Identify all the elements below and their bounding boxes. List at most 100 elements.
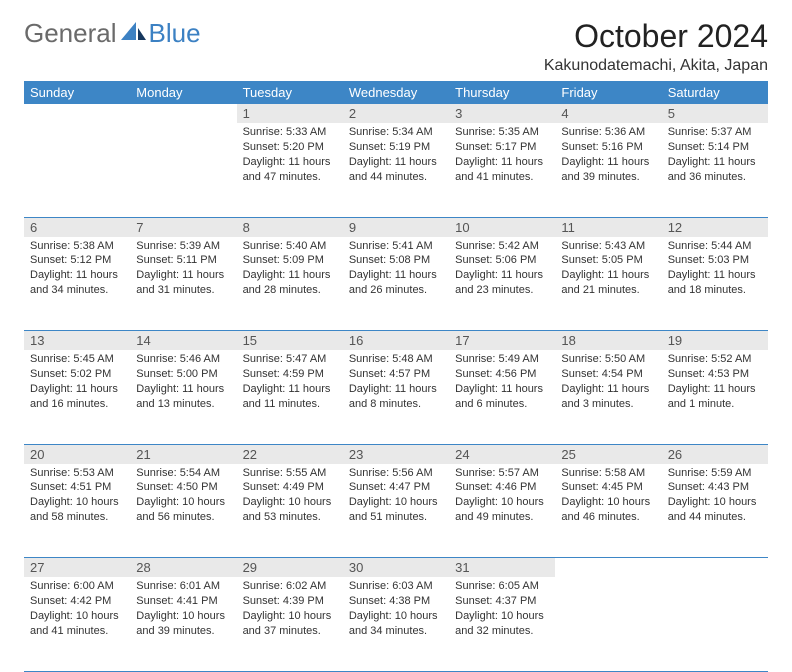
header: General Blue October 2024 Kakunodatemach… bbox=[24, 18, 768, 75]
day-body-cell: Sunrise: 5:36 AMSunset: 5:16 PMDaylight:… bbox=[555, 123, 661, 217]
day-details: Sunrise: 6:00 AMSunset: 4:42 PMDaylight:… bbox=[24, 577, 130, 642]
day-number-cell: 22 bbox=[237, 444, 343, 464]
day-number-cell: 2 bbox=[343, 104, 449, 123]
day-number-cell: 8 bbox=[237, 217, 343, 237]
day-body-cell: Sunrise: 5:41 AMSunset: 5:08 PMDaylight:… bbox=[343, 237, 449, 331]
day-body-cell: Sunrise: 5:43 AMSunset: 5:05 PMDaylight:… bbox=[555, 237, 661, 331]
day-number-cell: 30 bbox=[343, 558, 449, 578]
day-details: Sunrise: 5:48 AMSunset: 4:57 PMDaylight:… bbox=[343, 350, 449, 415]
day-details: Sunrise: 6:02 AMSunset: 4:39 PMDaylight:… bbox=[237, 577, 343, 642]
day-body-cell: Sunrise: 5:54 AMSunset: 4:50 PMDaylight:… bbox=[130, 464, 236, 558]
location: Kakunodatemachi, Akita, Japan bbox=[544, 57, 768, 75]
day-body-cell: Sunrise: 5:55 AMSunset: 4:49 PMDaylight:… bbox=[237, 464, 343, 558]
day-number-cell: 31 bbox=[449, 558, 555, 578]
day-details: Sunrise: 5:49 AMSunset: 4:56 PMDaylight:… bbox=[449, 350, 555, 415]
day-body-cell: Sunrise: 5:45 AMSunset: 5:02 PMDaylight:… bbox=[24, 350, 130, 444]
day-body-cell: Sunrise: 5:59 AMSunset: 4:43 PMDaylight:… bbox=[662, 464, 768, 558]
day-body-cell: Sunrise: 5:46 AMSunset: 5:00 PMDaylight:… bbox=[130, 350, 236, 444]
daynum-row: 13141516171819 bbox=[24, 331, 768, 351]
day-number-cell: 29 bbox=[237, 558, 343, 578]
weekday-header: Sunday bbox=[24, 81, 130, 104]
day-details: Sunrise: 5:58 AMSunset: 4:45 PMDaylight:… bbox=[555, 464, 661, 529]
day-body-cell: Sunrise: 5:56 AMSunset: 4:47 PMDaylight:… bbox=[343, 464, 449, 558]
day-details: Sunrise: 5:34 AMSunset: 5:19 PMDaylight:… bbox=[343, 123, 449, 188]
logo-text-blue: Blue bbox=[149, 18, 201, 49]
day-number-cell: 18 bbox=[555, 331, 661, 351]
month-title: October 2024 bbox=[544, 18, 768, 55]
day-body-cell: Sunrise: 5:50 AMSunset: 4:54 PMDaylight:… bbox=[555, 350, 661, 444]
day-details: Sunrise: 5:42 AMSunset: 5:06 PMDaylight:… bbox=[449, 237, 555, 302]
day-details: Sunrise: 6:01 AMSunset: 4:41 PMDaylight:… bbox=[130, 577, 236, 642]
day-number-cell: 1 bbox=[237, 104, 343, 123]
day-number-cell: 25 bbox=[555, 444, 661, 464]
day-body-cell: Sunrise: 5:48 AMSunset: 4:57 PMDaylight:… bbox=[343, 350, 449, 444]
day-body-cell: Sunrise: 5:33 AMSunset: 5:20 PMDaylight:… bbox=[237, 123, 343, 217]
day-details: Sunrise: 5:56 AMSunset: 4:47 PMDaylight:… bbox=[343, 464, 449, 529]
day-details: Sunrise: 5:39 AMSunset: 5:11 PMDaylight:… bbox=[130, 237, 236, 302]
day-body-cell: Sunrise: 6:03 AMSunset: 4:38 PMDaylight:… bbox=[343, 577, 449, 671]
day-body-cell: Sunrise: 5:47 AMSunset: 4:59 PMDaylight:… bbox=[237, 350, 343, 444]
day-details: Sunrise: 5:38 AMSunset: 5:12 PMDaylight:… bbox=[24, 237, 130, 302]
day-body-cell: Sunrise: 5:38 AMSunset: 5:12 PMDaylight:… bbox=[24, 237, 130, 331]
weekday-header: Wednesday bbox=[343, 81, 449, 104]
day-number-cell: 28 bbox=[130, 558, 236, 578]
day-body-cell: Sunrise: 5:37 AMSunset: 5:14 PMDaylight:… bbox=[662, 123, 768, 217]
daynum-row: 20212223242526 bbox=[24, 444, 768, 464]
day-body-cell: Sunrise: 5:52 AMSunset: 4:53 PMDaylight:… bbox=[662, 350, 768, 444]
day-details: Sunrise: 5:43 AMSunset: 5:05 PMDaylight:… bbox=[555, 237, 661, 302]
day-body-cell: Sunrise: 5:44 AMSunset: 5:03 PMDaylight:… bbox=[662, 237, 768, 331]
title-block: October 2024 Kakunodatemachi, Akita, Jap… bbox=[544, 18, 768, 75]
daynum-row: 2728293031 bbox=[24, 558, 768, 578]
day-number-cell: 9 bbox=[343, 217, 449, 237]
day-number-cell: 4 bbox=[555, 104, 661, 123]
day-body-cell: Sunrise: 5:57 AMSunset: 4:46 PMDaylight:… bbox=[449, 464, 555, 558]
day-body-cell: Sunrise: 5:35 AMSunset: 5:17 PMDaylight:… bbox=[449, 123, 555, 217]
day-details: Sunrise: 6:05 AMSunset: 4:37 PMDaylight:… bbox=[449, 577, 555, 642]
day-body-cell: Sunrise: 5:58 AMSunset: 4:45 PMDaylight:… bbox=[555, 464, 661, 558]
day-body-cell: Sunrise: 5:34 AMSunset: 5:19 PMDaylight:… bbox=[343, 123, 449, 217]
day-details: Sunrise: 5:50 AMSunset: 4:54 PMDaylight:… bbox=[555, 350, 661, 415]
day-details: Sunrise: 5:53 AMSunset: 4:51 PMDaylight:… bbox=[24, 464, 130, 529]
day-body-row: Sunrise: 5:45 AMSunset: 5:02 PMDaylight:… bbox=[24, 350, 768, 444]
day-number-cell: 17 bbox=[449, 331, 555, 351]
day-number-cell: 21 bbox=[130, 444, 236, 464]
weekday-header: Tuesday bbox=[237, 81, 343, 104]
day-number-cell: 11 bbox=[555, 217, 661, 237]
calendar-table: Sunday Monday Tuesday Wednesday Thursday… bbox=[24, 81, 768, 672]
daynum-row: 12345 bbox=[24, 104, 768, 123]
day-body-cell: Sunrise: 5:40 AMSunset: 5:09 PMDaylight:… bbox=[237, 237, 343, 331]
day-number-cell: 15 bbox=[237, 331, 343, 351]
day-details: Sunrise: 5:36 AMSunset: 5:16 PMDaylight:… bbox=[555, 123, 661, 188]
day-number-cell: 24 bbox=[449, 444, 555, 464]
day-number-cell bbox=[24, 104, 130, 123]
day-number-cell: 23 bbox=[343, 444, 449, 464]
day-body-cell: Sunrise: 6:02 AMSunset: 4:39 PMDaylight:… bbox=[237, 577, 343, 671]
day-body-cell: Sunrise: 5:53 AMSunset: 4:51 PMDaylight:… bbox=[24, 464, 130, 558]
day-number-cell: 3 bbox=[449, 104, 555, 123]
day-details: Sunrise: 5:46 AMSunset: 5:00 PMDaylight:… bbox=[130, 350, 236, 415]
day-details: Sunrise: 5:41 AMSunset: 5:08 PMDaylight:… bbox=[343, 237, 449, 302]
day-number-cell: 27 bbox=[24, 558, 130, 578]
day-body-row: Sunrise: 6:00 AMSunset: 4:42 PMDaylight:… bbox=[24, 577, 768, 671]
weekday-header: Friday bbox=[555, 81, 661, 104]
logo: General Blue bbox=[24, 18, 201, 49]
day-number-cell bbox=[662, 558, 768, 578]
day-number-cell: 13 bbox=[24, 331, 130, 351]
day-details: Sunrise: 5:33 AMSunset: 5:20 PMDaylight:… bbox=[237, 123, 343, 188]
day-details: Sunrise: 5:37 AMSunset: 5:14 PMDaylight:… bbox=[662, 123, 768, 188]
day-number-cell bbox=[555, 558, 661, 578]
day-body-cell: Sunrise: 5:39 AMSunset: 5:11 PMDaylight:… bbox=[130, 237, 236, 331]
day-body-cell bbox=[555, 577, 661, 671]
logo-sail-icon bbox=[121, 20, 147, 47]
day-details: Sunrise: 5:57 AMSunset: 4:46 PMDaylight:… bbox=[449, 464, 555, 529]
logo-text-general: General bbox=[24, 18, 117, 49]
day-details: Sunrise: 5:40 AMSunset: 5:09 PMDaylight:… bbox=[237, 237, 343, 302]
day-body-cell: Sunrise: 6:00 AMSunset: 4:42 PMDaylight:… bbox=[24, 577, 130, 671]
day-body-cell bbox=[662, 577, 768, 671]
day-details: Sunrise: 5:55 AMSunset: 4:49 PMDaylight:… bbox=[237, 464, 343, 529]
day-details: Sunrise: 5:59 AMSunset: 4:43 PMDaylight:… bbox=[662, 464, 768, 529]
weekday-header: Saturday bbox=[662, 81, 768, 104]
day-details: Sunrise: 5:47 AMSunset: 4:59 PMDaylight:… bbox=[237, 350, 343, 415]
day-body-row: Sunrise: 5:38 AMSunset: 5:12 PMDaylight:… bbox=[24, 237, 768, 331]
weekday-header: Thursday bbox=[449, 81, 555, 104]
